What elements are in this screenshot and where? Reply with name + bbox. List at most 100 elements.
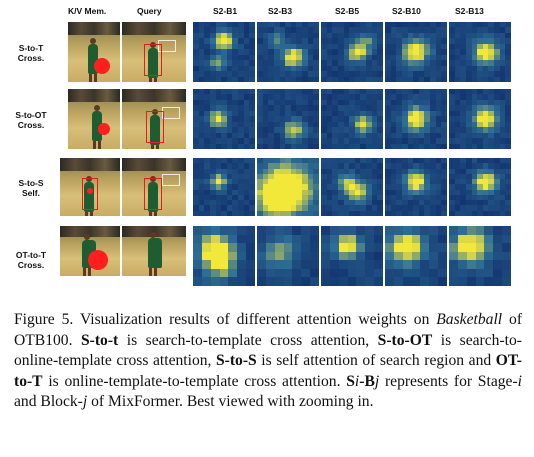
heatmap-cell xyxy=(265,277,276,286)
heatmap-cell xyxy=(226,127,233,134)
heatmap-cell xyxy=(219,268,229,278)
heatmap-cell xyxy=(407,173,414,180)
heatmap-cell xyxy=(377,194,383,201)
heatmap-cell xyxy=(257,210,264,216)
heatmap-cell xyxy=(262,184,269,191)
heatmap-cell xyxy=(262,105,269,112)
heatmap-cell xyxy=(360,76,367,82)
heatmap-cell xyxy=(482,22,489,28)
heatmap-cell xyxy=(302,121,309,128)
heatmap-cell xyxy=(326,143,333,149)
heatmap-cell xyxy=(396,121,403,128)
heatmap-cell xyxy=(343,163,350,170)
heatmap-cell xyxy=(326,60,333,67)
heatmap-cell xyxy=(238,76,245,82)
heatmap-cell xyxy=(488,132,495,139)
heatmap-cell xyxy=(273,189,281,196)
heatmap-cell xyxy=(396,184,403,191)
heatmap-cell xyxy=(243,189,250,196)
heatmap-cell xyxy=(385,194,392,201)
heatmap-cell xyxy=(482,76,489,82)
heatmap-cell xyxy=(307,189,314,196)
heatmap-cell xyxy=(226,89,233,95)
heatmap-cell xyxy=(273,54,281,61)
heatmap-cell xyxy=(374,226,383,236)
heatmap-cell xyxy=(377,54,383,61)
heatmap-cell xyxy=(390,54,397,61)
heatmap-cell xyxy=(279,138,286,145)
heatmap-cell xyxy=(232,194,239,201)
heatmap-cell xyxy=(454,32,461,39)
heatmap-cell xyxy=(243,143,250,149)
heatmap-cell xyxy=(430,205,437,212)
heatmap-cell xyxy=(232,49,239,56)
heatmap-cell xyxy=(243,71,250,78)
heatmap-cell xyxy=(243,127,250,134)
heatmap-cell xyxy=(385,121,392,128)
heatmap-cell xyxy=(449,200,456,206)
heatmap-cell xyxy=(401,205,409,212)
heatmap-cell xyxy=(221,94,228,101)
heatmap-cell xyxy=(366,49,373,56)
heatmap-cell xyxy=(209,105,217,112)
heatmap-cell xyxy=(215,27,222,34)
heatmap-cell xyxy=(454,173,461,180)
heatmap-cell xyxy=(321,54,328,61)
heatmap-cell xyxy=(441,143,447,149)
heatmap-cell xyxy=(296,27,303,34)
heatmap-cell xyxy=(273,65,281,72)
heatmap-cell xyxy=(249,94,255,101)
heatmap-cell xyxy=(502,277,511,286)
heatmap-cell xyxy=(302,200,309,206)
heatmap-cell xyxy=(390,143,397,149)
heatmap-cell xyxy=(407,71,414,78)
heatmap-cell xyxy=(366,27,373,34)
heatmap-cell xyxy=(209,205,217,212)
heatmap-s-to-s-s2-b5 xyxy=(321,158,383,216)
heatmap-cell xyxy=(471,194,478,201)
heatmap-cell xyxy=(360,27,367,34)
query-image xyxy=(122,22,186,82)
heatmap-cell xyxy=(471,65,478,72)
heatmap-cell xyxy=(215,132,222,139)
heatmap-cell xyxy=(499,163,506,170)
heatmap-cell xyxy=(332,43,339,50)
heatmap-cell xyxy=(326,173,333,180)
heatmap-cell xyxy=(360,116,367,123)
heatmap-cell xyxy=(377,60,383,67)
heatmap-cell xyxy=(279,60,286,67)
heatmap-cell xyxy=(201,277,212,286)
heatmap-cell xyxy=(471,60,478,67)
heatmap-cell xyxy=(215,121,222,128)
heatmap-cell xyxy=(477,32,484,39)
heatmap-cell xyxy=(204,105,211,112)
heatmap-cell xyxy=(285,210,292,216)
heatmap-cell xyxy=(420,234,430,244)
heatmap-cell xyxy=(193,60,200,67)
heatmap-cell xyxy=(477,127,484,134)
heatmap-cell xyxy=(454,89,461,95)
heatmap-cell xyxy=(292,268,302,278)
heatmap-cell xyxy=(232,54,239,61)
heatmap-cell xyxy=(307,89,314,95)
heatmap-cell xyxy=(313,138,319,145)
heatmap-cell xyxy=(301,268,311,278)
heatmap-cell xyxy=(482,99,489,106)
heatmap-cell xyxy=(243,132,250,139)
heatmap-cell xyxy=(460,105,467,112)
heatmap-cell xyxy=(262,116,269,123)
heatmap-cell xyxy=(198,76,205,82)
heatmap-cell xyxy=(460,179,467,185)
heatmap-cell xyxy=(420,260,430,270)
heatmap-cell xyxy=(449,22,456,28)
heatmap-cell xyxy=(209,22,217,28)
heatmap-cell xyxy=(307,121,314,128)
heatmap-cell xyxy=(274,243,285,253)
heatmap-cell xyxy=(337,43,345,50)
heatmap-cell xyxy=(494,60,501,67)
heatmap-cell xyxy=(366,43,373,50)
heatmap-cell xyxy=(471,94,478,101)
heatmap-s-to-s-s2-b1 xyxy=(193,158,255,216)
heatmap-cell xyxy=(292,234,302,244)
heatmap-cell xyxy=(477,173,484,180)
